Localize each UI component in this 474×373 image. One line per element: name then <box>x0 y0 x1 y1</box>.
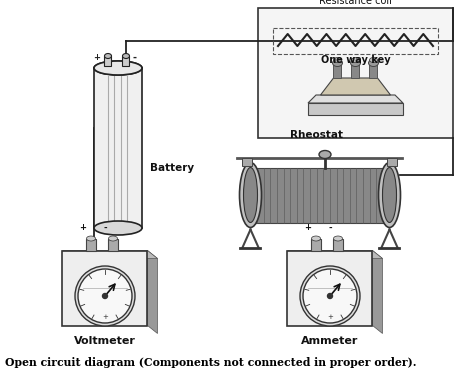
Ellipse shape <box>94 61 142 75</box>
Ellipse shape <box>350 60 361 66</box>
Text: -: - <box>328 223 332 232</box>
Bar <box>334 63 341 78</box>
Ellipse shape <box>109 236 118 241</box>
Bar <box>108 238 118 251</box>
Ellipse shape <box>334 236 343 241</box>
Bar <box>243 157 253 166</box>
Text: Open circuit diagram (Components not connected in proper order).: Open circuit diagram (Components not con… <box>5 357 417 368</box>
Text: -: - <box>103 223 107 232</box>
Ellipse shape <box>368 60 379 66</box>
Ellipse shape <box>86 236 95 241</box>
Polygon shape <box>320 78 391 95</box>
Text: +: + <box>304 223 311 232</box>
Polygon shape <box>308 95 403 103</box>
Text: +: + <box>102 314 108 320</box>
Bar <box>273 28 438 54</box>
Polygon shape <box>288 251 383 258</box>
Bar <box>63 251 147 326</box>
Bar <box>122 56 129 66</box>
Bar <box>308 103 403 115</box>
Circle shape <box>300 266 360 326</box>
Polygon shape <box>147 251 157 333</box>
Circle shape <box>75 266 135 326</box>
Text: +: + <box>80 223 86 232</box>
Bar <box>86 238 96 251</box>
Bar <box>388 157 398 166</box>
Ellipse shape <box>94 61 142 75</box>
Ellipse shape <box>94 221 142 235</box>
Bar <box>250 167 390 223</box>
Text: -: - <box>133 53 137 63</box>
Polygon shape <box>373 251 383 333</box>
Bar <box>104 56 111 66</box>
Bar <box>288 251 373 326</box>
Text: +: + <box>327 314 333 320</box>
Circle shape <box>78 269 132 323</box>
Bar <box>333 238 343 251</box>
Text: Ammeter: Ammeter <box>301 335 359 345</box>
Circle shape <box>328 294 332 298</box>
Ellipse shape <box>334 57 341 63</box>
Circle shape <box>102 294 108 298</box>
Text: One way key: One way key <box>321 55 390 65</box>
Ellipse shape <box>379 163 401 228</box>
Text: +: + <box>93 53 100 63</box>
Circle shape <box>303 269 357 323</box>
Ellipse shape <box>104 53 111 59</box>
Text: Resistance coil: Resistance coil <box>319 0 392 6</box>
Bar <box>94 68 142 228</box>
Text: Rheostat: Rheostat <box>290 131 343 141</box>
Bar <box>370 63 377 78</box>
Ellipse shape <box>370 57 377 63</box>
Ellipse shape <box>239 163 262 228</box>
Text: Voltmeter: Voltmeter <box>74 335 136 345</box>
Bar <box>311 238 321 251</box>
Text: Battery: Battery <box>150 163 194 173</box>
Polygon shape <box>63 251 157 258</box>
Ellipse shape <box>352 57 359 63</box>
Ellipse shape <box>319 150 331 159</box>
Ellipse shape <box>244 167 257 223</box>
Ellipse shape <box>383 167 396 223</box>
Bar <box>352 63 359 78</box>
Ellipse shape <box>122 53 129 59</box>
Ellipse shape <box>332 60 343 66</box>
Bar <box>258 8 453 138</box>
Ellipse shape <box>311 236 320 241</box>
